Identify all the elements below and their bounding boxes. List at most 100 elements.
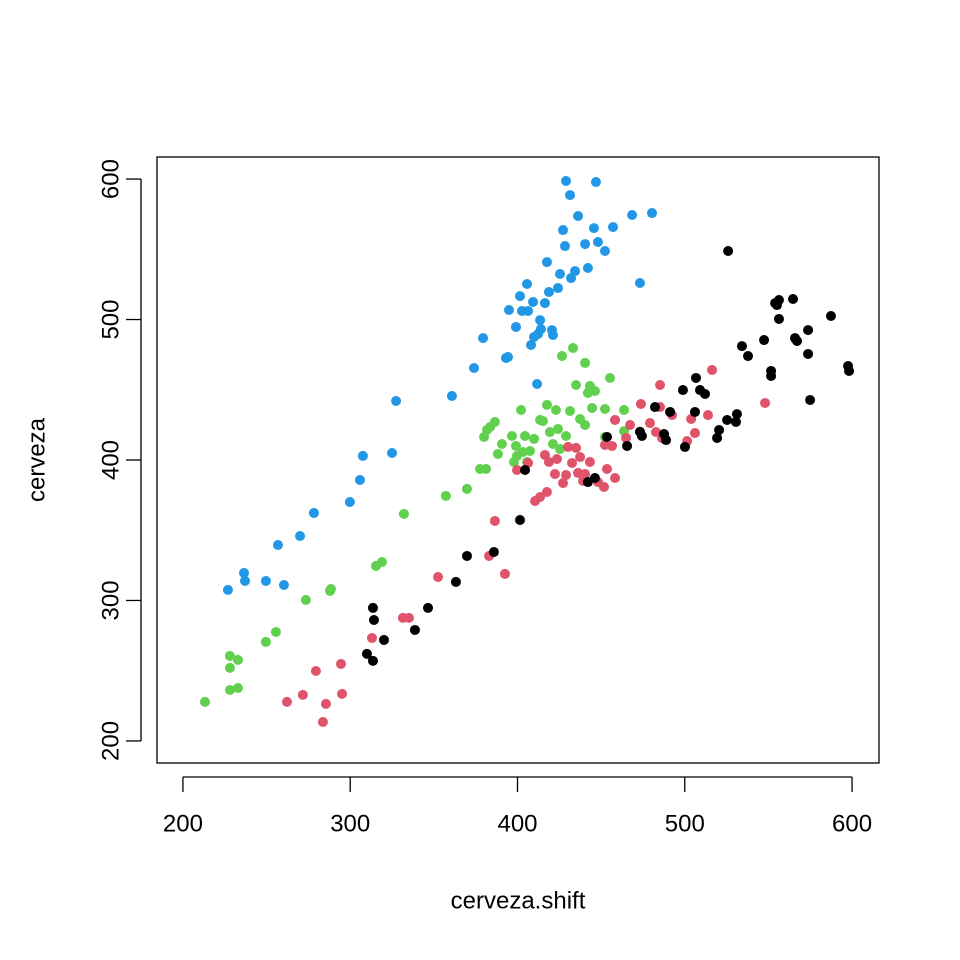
point — [391, 396, 402, 407]
point — [587, 403, 598, 414]
point — [520, 464, 531, 475]
point — [556, 351, 567, 362]
point — [506, 430, 517, 441]
point — [489, 416, 500, 427]
point — [489, 515, 500, 526]
point — [566, 273, 577, 284]
point — [803, 348, 814, 359]
point — [730, 416, 741, 427]
point — [440, 490, 451, 501]
point — [605, 372, 616, 383]
point — [588, 223, 599, 234]
point — [541, 487, 552, 498]
point — [677, 385, 688, 396]
point — [481, 463, 492, 474]
point — [773, 295, 784, 306]
point — [499, 568, 510, 579]
point — [200, 696, 211, 707]
point — [589, 472, 600, 483]
point — [792, 336, 803, 347]
point — [238, 567, 249, 578]
point — [554, 444, 565, 455]
point — [825, 311, 836, 322]
point — [580, 420, 591, 431]
point — [532, 379, 543, 390]
point — [541, 257, 552, 268]
point — [561, 176, 572, 187]
point — [232, 654, 243, 665]
point — [561, 470, 572, 481]
point — [689, 428, 700, 439]
point — [599, 439, 610, 450]
point — [446, 390, 457, 401]
point — [568, 343, 579, 354]
point — [232, 682, 243, 693]
point — [398, 508, 409, 519]
x-axis-label: cerveza.shift — [451, 887, 586, 914]
point — [222, 584, 233, 595]
point — [325, 583, 336, 594]
point — [557, 478, 568, 489]
point — [655, 379, 666, 390]
point — [500, 353, 511, 364]
point — [551, 454, 562, 465]
point — [636, 430, 647, 441]
point — [297, 689, 308, 700]
point — [634, 278, 645, 289]
point — [224, 650, 235, 661]
point — [665, 406, 676, 417]
point — [560, 241, 571, 252]
point — [533, 328, 544, 339]
point — [550, 404, 561, 415]
point — [361, 648, 372, 659]
point — [592, 236, 603, 247]
point — [722, 414, 733, 425]
point — [516, 404, 527, 415]
point — [703, 410, 714, 421]
point — [601, 463, 612, 474]
point — [599, 404, 610, 415]
point — [461, 483, 472, 494]
point — [844, 365, 855, 376]
y-tick-label: 600 — [97, 159, 124, 199]
point — [584, 456, 595, 467]
point — [622, 440, 633, 451]
point — [270, 626, 281, 637]
point — [723, 245, 734, 256]
point — [320, 698, 331, 709]
point — [496, 438, 507, 449]
y-tick-label: 200 — [97, 721, 124, 761]
point — [644, 418, 655, 429]
point — [714, 424, 725, 435]
point — [580, 357, 591, 368]
point — [510, 321, 521, 332]
point — [803, 325, 814, 336]
plot-box — [156, 156, 880, 764]
x-tick-label: 500 — [665, 810, 705, 837]
point — [544, 427, 555, 438]
point — [224, 684, 235, 695]
point — [488, 547, 499, 558]
point — [805, 395, 816, 406]
point — [469, 362, 480, 373]
point — [367, 655, 378, 666]
point — [759, 335, 770, 346]
point — [537, 415, 548, 426]
point — [525, 446, 536, 457]
point — [308, 507, 319, 518]
point — [573, 210, 584, 221]
point — [766, 370, 777, 381]
point — [535, 315, 546, 326]
point — [344, 497, 355, 508]
point — [272, 539, 283, 550]
point — [278, 580, 289, 591]
point — [589, 386, 600, 397]
x-tick-label: 200 — [163, 810, 203, 837]
point — [580, 469, 591, 480]
point — [736, 341, 747, 352]
point — [376, 556, 387, 567]
point — [547, 438, 558, 449]
point — [547, 329, 558, 340]
point — [552, 283, 563, 294]
